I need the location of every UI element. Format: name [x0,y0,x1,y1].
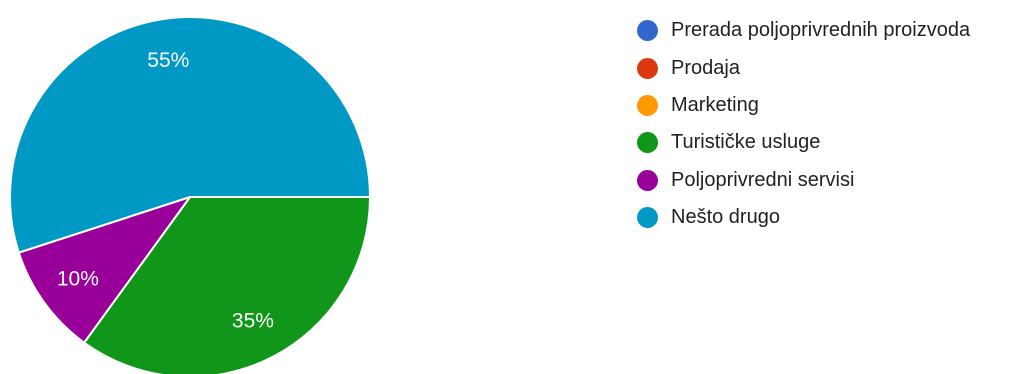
slice-label-5: 10% [57,267,99,290]
legend-item: Turističke usluge [637,124,970,161]
legend-swatch [637,169,658,191]
pie-slice-4 [82,196,372,374]
pie-slice-6 [9,16,372,254]
legend-label: Prodaja [671,56,740,79]
legend-swatch [637,94,658,116]
legend-item: Prerada poljoprivrednih proizvoda [637,12,970,49]
slice-label-4: 35% [232,309,274,332]
legend-item: Prodaja [637,49,970,86]
legend-label: Poljoprivredni servisi [671,168,855,191]
legend-swatch [637,57,658,79]
legend-item: Nešto drugo [637,199,970,236]
legend: Prerada poljoprivrednih proizvoda Prodaja… [637,12,970,236]
legend-item: Poljoprivredni servisi [637,162,970,199]
pie-chart: 35% 10% 55% [9,16,372,374]
legend-label: Nešto drugo [671,206,780,229]
legend-swatch [637,207,658,229]
slice-label-6: 55% [147,49,189,72]
legend-swatch [637,20,658,42]
legend-swatch [637,132,658,154]
legend-label: Turističke usluge [671,131,821,154]
legend-label: Prerada poljoprivrednih proizvoda [671,19,971,42]
legend-label: Marketing [671,93,759,116]
pie-slice-5 [17,195,193,345]
legend-item: Marketing [637,87,970,124]
